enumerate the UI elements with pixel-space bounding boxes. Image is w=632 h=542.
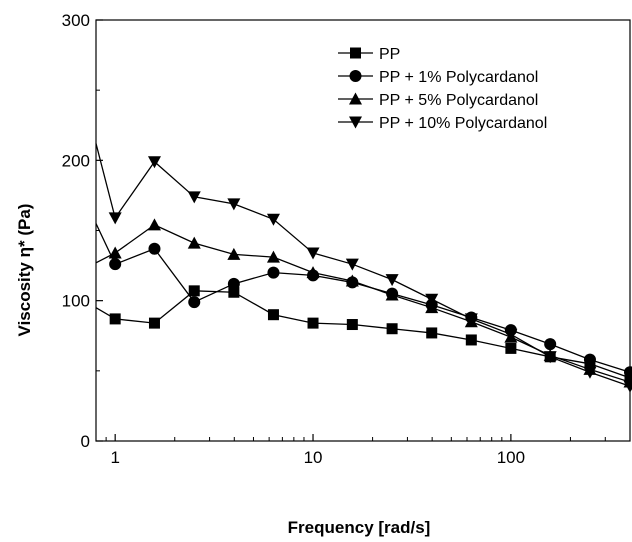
data-point (345, 258, 359, 271)
data-point (623, 380, 632, 393)
data-point (306, 247, 320, 260)
x-tick-label: 1 (110, 448, 119, 467)
data-point (109, 258, 122, 271)
plot-border (95, 19, 631, 442)
x-tick-label: 10 (304, 448, 323, 467)
legend-item: PP + 10% Polycardanol (338, 115, 547, 132)
y-axis-ticks: 0 100 200 300 (62, 11, 103, 451)
data-point (346, 319, 358, 331)
legend: PP PP + 1% Polycardanol PP + 5% Polycardan… (338, 46, 547, 132)
data-point (187, 191, 201, 204)
data-point (306, 266, 320, 279)
data-point (583, 353, 596, 366)
x-tick-label: 100 (497, 448, 525, 467)
legend-label: PP + 1% Polycardanol (379, 69, 538, 86)
series-4 (95, 143, 632, 393)
data-point (266, 213, 280, 226)
data-point (386, 323, 398, 335)
data-point (188, 285, 200, 297)
data-point (147, 156, 161, 169)
legend-item: PP + 5% Polycardanol (338, 92, 538, 109)
data-point (187, 236, 201, 249)
legend-marker (349, 92, 362, 105)
data-point (426, 327, 438, 339)
legend-marker (349, 70, 362, 82)
data-point (544, 338, 557, 351)
y-tick-label: 200 (62, 151, 90, 170)
y-tick-label: 100 (62, 292, 90, 311)
data-point (267, 309, 279, 321)
legend-label: PP + 5% Polycardanol (379, 92, 538, 109)
data-point (267, 266, 280, 279)
y-tick-label: 0 (81, 432, 90, 451)
data-point (266, 250, 280, 263)
data-point (307, 317, 319, 329)
data-point (108, 246, 122, 259)
data-point (148, 317, 160, 329)
legend-item: PP (338, 46, 400, 63)
data-point (505, 342, 517, 354)
data-point (188, 296, 201, 309)
series-layer (95, 143, 632, 393)
data-point (227, 247, 241, 260)
data-point (624, 366, 632, 379)
legend-label: PP + 10% Polycardanol (379, 115, 547, 132)
x-axis-ticks: 1 10 100 (95, 434, 631, 467)
y-axis-title: Viscosity η* (Pa) (15, 204, 34, 337)
series-1 (95, 285, 632, 384)
data-point (227, 198, 241, 211)
data-point (464, 313, 478, 326)
data-point (228, 286, 240, 298)
data-point (504, 328, 518, 341)
data-point (385, 288, 399, 301)
data-point (583, 366, 597, 379)
series-line (95, 290, 631, 379)
data-point (227, 277, 240, 290)
data-point (425, 293, 439, 306)
legend-marker (349, 116, 362, 129)
data-point (345, 274, 359, 287)
legend-item: PP + 1% Polycardanol (338, 69, 538, 86)
data-point (109, 313, 121, 325)
legend-marker (350, 47, 361, 59)
plot-frame (95, 19, 631, 442)
data-point (148, 242, 161, 255)
data-point (108, 212, 122, 225)
legend-label: PP (379, 46, 400, 63)
x-axis-title: Frequency [rad/s] (288, 518, 431, 537)
y-tick-label: 300 (62, 11, 90, 30)
data-point (465, 334, 477, 346)
data-point (425, 301, 439, 314)
data-point (543, 351, 557, 364)
data-point (147, 218, 161, 231)
data-point (385, 274, 399, 287)
